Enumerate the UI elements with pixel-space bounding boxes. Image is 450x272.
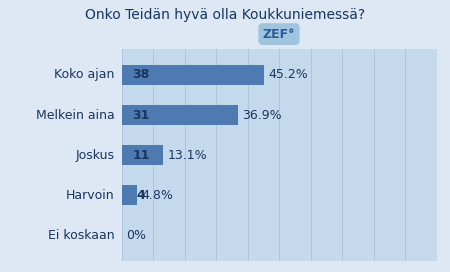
Text: Koko ajan: Koko ajan bbox=[54, 69, 115, 82]
Text: 11: 11 bbox=[132, 149, 150, 162]
Text: 31: 31 bbox=[132, 109, 150, 122]
Text: Joskus: Joskus bbox=[76, 149, 115, 162]
Text: 0%: 0% bbox=[126, 228, 146, 242]
Text: Ei koskaan: Ei koskaan bbox=[48, 228, 115, 242]
Text: Onko Teidän hyvä olla Koukkuniemessä?: Onko Teidän hyvä olla Koukkuniemessä? bbox=[85, 8, 365, 22]
Text: Melkein aina: Melkein aina bbox=[36, 109, 115, 122]
Bar bbox=[122, 145, 163, 165]
Text: Harvoin: Harvoin bbox=[66, 188, 115, 202]
Text: 13.1%: 13.1% bbox=[167, 149, 207, 162]
Text: ZEF°: ZEF° bbox=[263, 28, 295, 41]
Bar bbox=[122, 185, 137, 205]
Text: 4.8%: 4.8% bbox=[141, 188, 173, 202]
Text: 38: 38 bbox=[132, 69, 149, 82]
Text: 45.2%: 45.2% bbox=[269, 69, 308, 82]
Text: 4: 4 bbox=[136, 188, 145, 202]
Bar bbox=[122, 64, 264, 85]
Bar bbox=[122, 105, 238, 125]
Text: 36.9%: 36.9% bbox=[243, 109, 282, 122]
